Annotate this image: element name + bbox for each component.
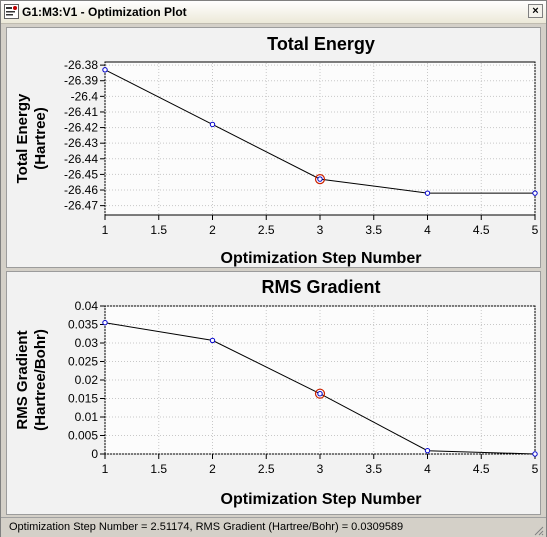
y-axis-label: (Hartree) bbox=[32, 107, 49, 170]
y-tick-label: 0 bbox=[91, 447, 98, 461]
x-tick-label: 4 bbox=[424, 223, 431, 237]
y-tick-label: -26.45 bbox=[64, 167, 98, 181]
y-tick-label: 0.025 bbox=[68, 355, 98, 369]
y-tick-label: -26.47 bbox=[64, 199, 98, 213]
data-point bbox=[424, 447, 431, 454]
x-tick-label: 4.5 bbox=[473, 462, 490, 476]
y-tick-label: 0.04 bbox=[75, 299, 99, 313]
y-tick-label: -26.38 bbox=[64, 58, 98, 72]
x-tick-label: 3.5 bbox=[365, 223, 382, 237]
x-tick-label: 2.5 bbox=[258, 223, 275, 237]
x-tick-label: 1.5 bbox=[150, 462, 167, 476]
y-tick-label: -26.41 bbox=[64, 105, 98, 119]
x-tick-label: 1 bbox=[102, 462, 109, 476]
close-button[interactable]: × bbox=[528, 4, 543, 18]
total-energy-chart-panel: Total Energy -26.38 -26.39 -26.4 -26.41 -26.4… bbox=[6, 27, 541, 268]
x-tick-label: 3 bbox=[317, 462, 324, 476]
y-axis-label: Total Energy bbox=[14, 93, 31, 183]
y-tick-label: -26.4 bbox=[71, 89, 99, 103]
rms-gradient-chart[interactable]: RMS Gradient0.040.0350.030.0250.020.0150… bbox=[7, 272, 542, 516]
y-tick-label: -26.43 bbox=[64, 136, 98, 150]
x-tick-label: 2.5 bbox=[258, 462, 275, 476]
x-tick-label: 1 bbox=[102, 223, 109, 237]
y-tick-label: 0.035 bbox=[68, 318, 98, 332]
data-point bbox=[317, 176, 323, 182]
data-point bbox=[209, 337, 216, 344]
y-tick-label: -26.42 bbox=[64, 121, 98, 135]
resize-grip-icon[interactable] bbox=[532, 524, 544, 536]
selected-point-marker bbox=[314, 173, 326, 185]
rms-gradient-chart-panel: RMS Gradient 0.04 0.035 0.03 0.025 0.02 0.015 0… bbox=[6, 271, 541, 515]
x-tick-label: 3 bbox=[317, 223, 324, 237]
total-energy-chart[interactable]: Total Energy -26.38 -26.39-26.4 -26.41 -26.4… bbox=[7, 28, 542, 269]
selected-point-marker bbox=[314, 388, 326, 399]
y-tick-label: 0.005 bbox=[68, 429, 98, 443]
status-bar: Optimization Step Number = 2.51174, RMS … bbox=[1, 517, 546, 537]
data-point bbox=[102, 67, 108, 73]
status-readout: Optimization Step Number = 2.51174, RMS … bbox=[9, 521, 404, 533]
x-tick-label: 3.5 bbox=[365, 462, 382, 476]
x-tick-label: 4.5 bbox=[473, 223, 490, 237]
chart-title: Total Energy bbox=[267, 34, 375, 54]
y-axis-label: (Hartree/Bohr) bbox=[32, 329, 49, 431]
y-tick-label: 0.03 bbox=[75, 336, 99, 350]
data-point bbox=[317, 390, 323, 397]
chart-title: RMS Gradient bbox=[261, 277, 380, 297]
y-tick-label: -26.44 bbox=[64, 152, 98, 166]
x-tick-label: 2 bbox=[209, 223, 216, 237]
x-axis-label: Optimization Step Number bbox=[221, 491, 422, 508]
data-point bbox=[532, 451, 538, 457]
y-tick-label: -26.39 bbox=[64, 74, 98, 88]
y-tick-label: -26.46 bbox=[64, 183, 98, 197]
y-tick-label: 0.02 bbox=[75, 373, 99, 387]
x-axis-label: Optimization Step Number bbox=[221, 250, 422, 267]
x-tick-label: 4 bbox=[424, 462, 431, 476]
y-axis-label: RMS Gradient bbox=[14, 330, 31, 429]
data-point bbox=[209, 121, 216, 128]
x-tick-label: 1.5 bbox=[150, 223, 167, 237]
x-tick-label: 5 bbox=[532, 223, 539, 237]
window-title: G1:M3:V1 - Optimization Plot bbox=[22, 5, 187, 19]
y-tick-label: 0.01 bbox=[75, 410, 99, 424]
gaussview-app-icon[interactable] bbox=[4, 4, 19, 19]
data-point bbox=[424, 190, 431, 196]
data-point bbox=[532, 190, 538, 196]
data-point bbox=[102, 319, 108, 326]
x-tick-label: 2 bbox=[209, 462, 216, 476]
y-tick-label: 0.015 bbox=[68, 392, 98, 406]
x-tick-label: 5 bbox=[532, 462, 539, 476]
title-bar[interactable]: G1:M3:V1 - Optimization Plot × bbox=[1, 1, 546, 24]
